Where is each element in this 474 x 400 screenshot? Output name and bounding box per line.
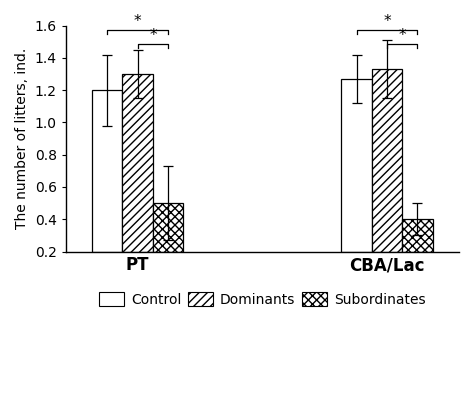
Bar — [153, 203, 183, 252]
Bar — [402, 219, 433, 252]
Legend: Control, Dominants, Subordinates: Control, Dominants, Subordinates — [93, 286, 431, 312]
Y-axis label: The number of litters, ind.: The number of litters, ind. — [15, 48, 29, 229]
Bar — [122, 74, 153, 252]
Text: *: * — [399, 28, 406, 43]
Text: *: * — [383, 14, 391, 29]
Text: *: * — [149, 28, 157, 43]
Bar — [92, 90, 122, 252]
Text: *: * — [134, 14, 142, 29]
Bar — [372, 69, 402, 252]
Bar — [341, 79, 372, 252]
